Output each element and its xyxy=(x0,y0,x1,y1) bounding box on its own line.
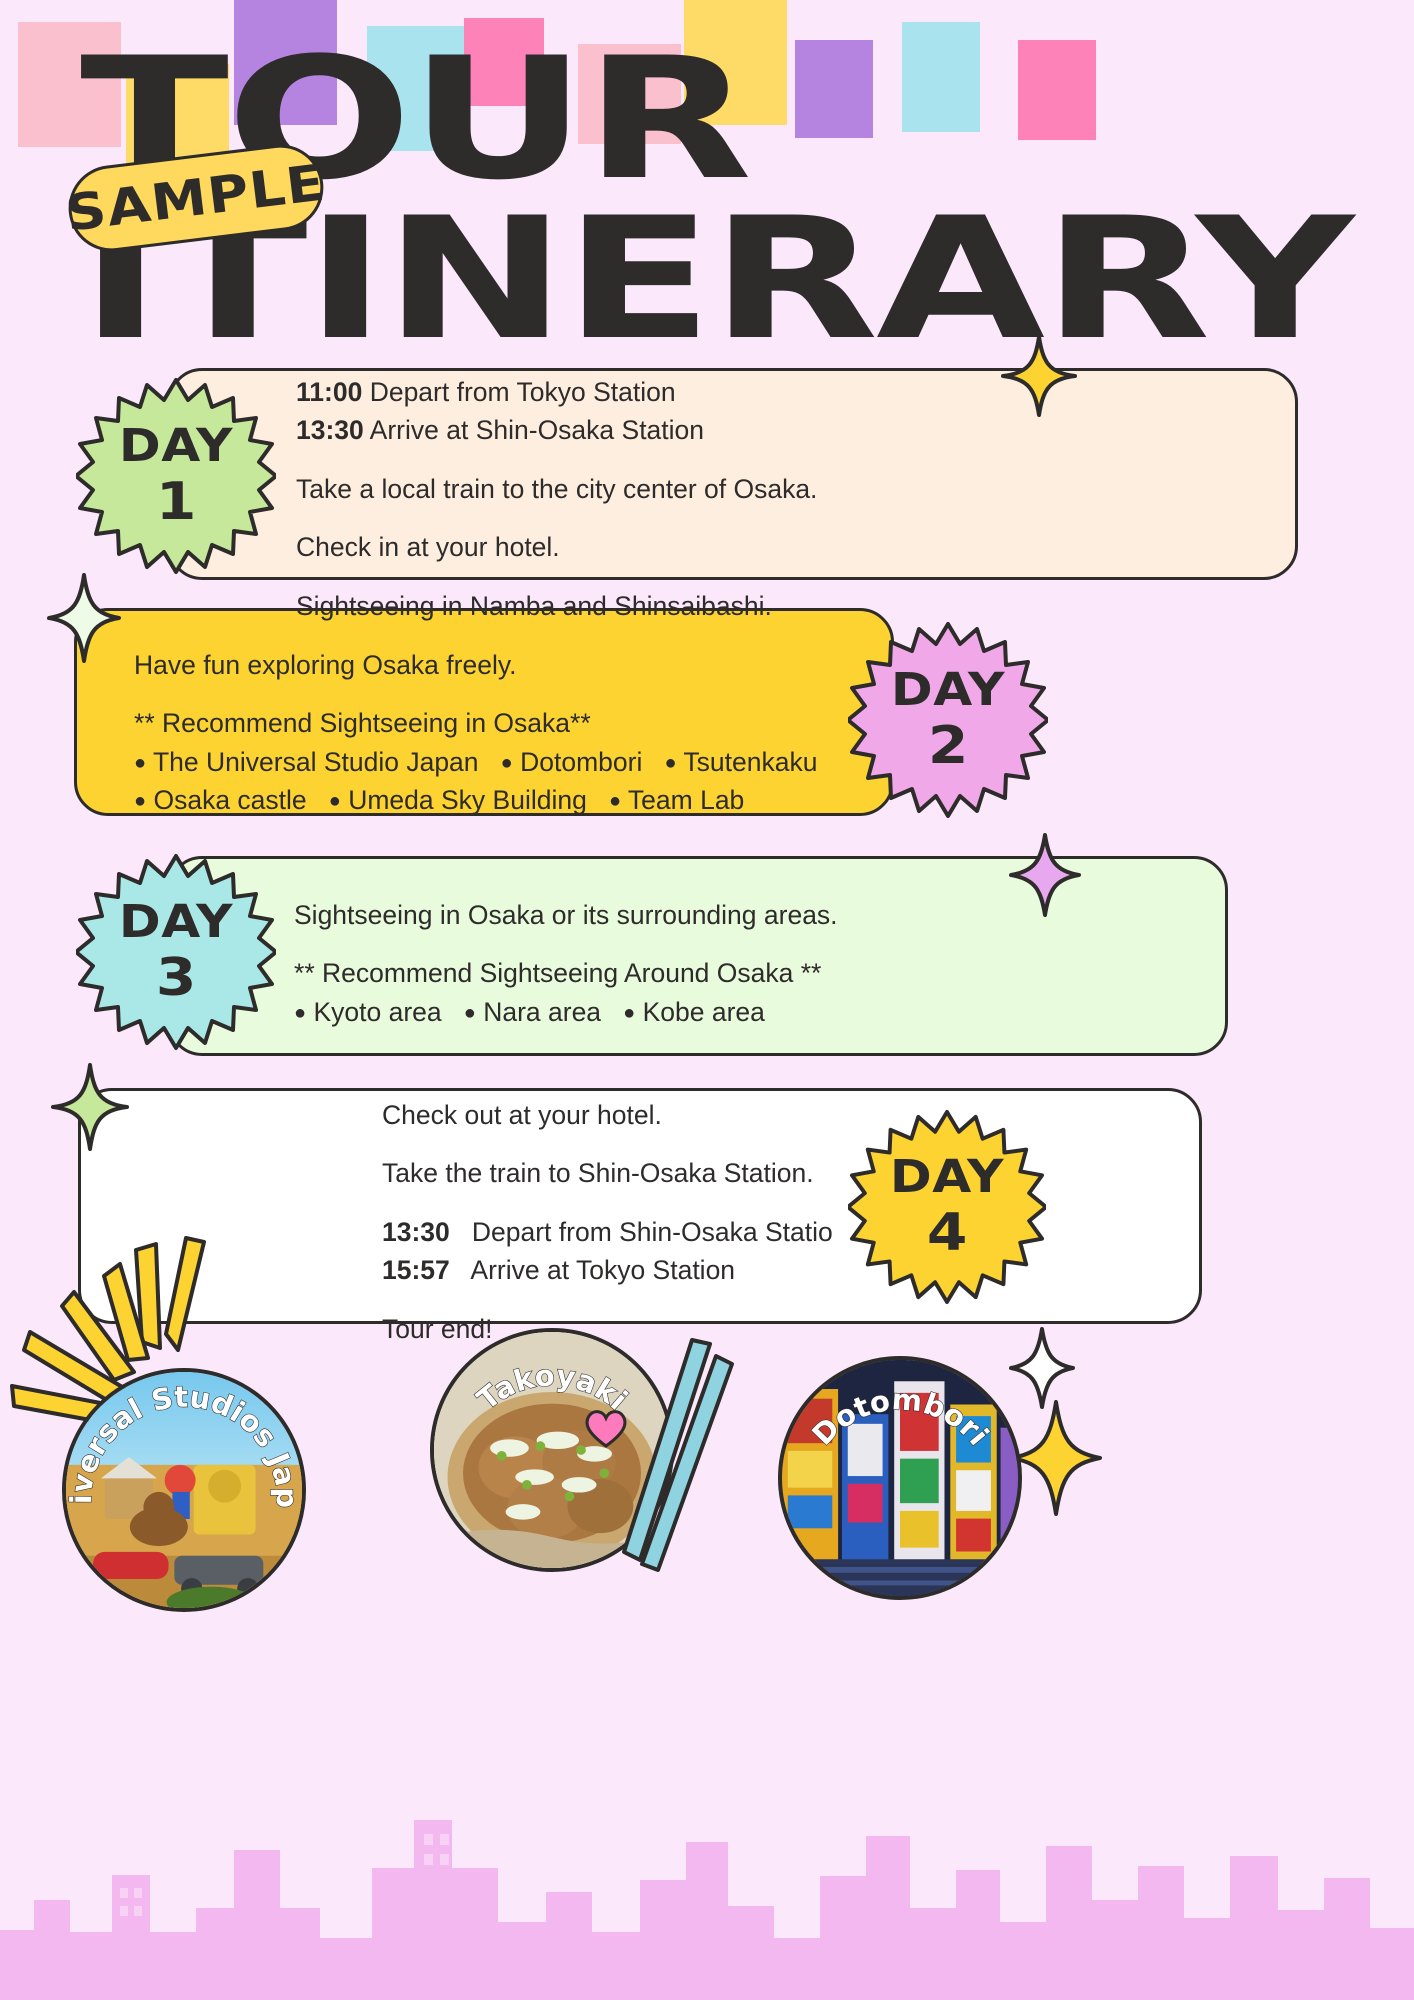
sparkle-icon-6 xyxy=(1010,1400,1102,1516)
burst-rays xyxy=(10,1236,206,1426)
bullet-icon: ● xyxy=(134,751,147,774)
day-4-desc-3: Depart from Shin-Osaka Statio xyxy=(449,1216,833,1247)
day-1-badge: DAY 1 xyxy=(76,376,276,576)
day-4-badge: DAY 4 xyxy=(848,1108,1046,1306)
title-line-2: ITINERARY xyxy=(80,181,1354,378)
day-1-badge-number: 1 xyxy=(155,471,197,532)
confetti-bar-3 xyxy=(234,0,337,125)
day-3-intro: Sightseeing in Osaka or its surrounding … xyxy=(294,900,838,930)
day-2-recommend-row-2: ● Osaka castle ● Umeda Sky Building ● Te… xyxy=(134,783,894,817)
confetti-bar-5 xyxy=(464,18,544,106)
day-4-desc-2: Take the train to Shin-Osaka Station. xyxy=(382,1158,814,1189)
day-2-item-6: Team Lab xyxy=(627,785,745,816)
day-3-item-1: Kyoto area xyxy=(313,996,442,1027)
photo-usj-image xyxy=(66,1372,302,1608)
bullet-icon: ● xyxy=(623,1001,636,1024)
city-skyline xyxy=(0,1820,1414,2000)
confetti-bar-7 xyxy=(684,0,787,125)
day-4-time-1: 13:30 xyxy=(382,1216,450,1247)
confetti-bar-8 xyxy=(795,40,873,138)
sparkle-icon-3 xyxy=(1009,833,1081,917)
day-1-desc-3: Take a local train to the city center of… xyxy=(296,473,818,504)
bullet-icon: ● xyxy=(294,1001,307,1024)
day-3-recommend-heading: ** Recommend Sightseeing Around Osaka ** xyxy=(294,958,822,989)
bullet-icon: ● xyxy=(328,790,341,813)
day-4-badge-number: 4 xyxy=(926,1202,968,1263)
day-1-desc-4: Check in at your hotel. xyxy=(296,532,560,563)
confetti-bar-10 xyxy=(1018,40,1096,140)
day-2-intro: Have fun exploring Osaka freely. xyxy=(134,650,517,680)
day-4-badge-day: DAY xyxy=(889,1149,1005,1203)
day-1-time-2: 13:30 xyxy=(296,415,364,446)
day-2-item-3: Tsutenkaku xyxy=(683,746,818,777)
day-2-recommend-heading: ** Recommend Sightseeing in Osaka** xyxy=(134,708,591,739)
day-3-recommend-row-1: ● Kyoto area ● Nara area ● Kobe area xyxy=(294,995,1214,1029)
sparkle-icon-5 xyxy=(1009,1327,1075,1409)
day-2-item-4: Osaka castle xyxy=(153,785,307,816)
day-1-text: 11:00 Depart from Tokyo Station 13:30 Ar… xyxy=(296,375,1276,623)
bullet-icon: ● xyxy=(463,1001,476,1024)
confetti-bar-6 xyxy=(578,44,681,144)
bullet-icon: ● xyxy=(664,751,677,774)
day-3-text: Sightseeing in Osaka or its surrounding … xyxy=(294,898,1214,1029)
day-4-desc-4: Arrive at Tokyo Station xyxy=(449,1255,736,1286)
day-1-card xyxy=(168,368,1298,580)
day-3-badge-day: DAY xyxy=(118,894,234,948)
day-4-time-2: 15:57 xyxy=(382,1255,450,1286)
day-1-time-1: 11:00 xyxy=(296,377,363,407)
day-2-item-5: Umeda Sky Building xyxy=(348,785,587,816)
sparkle-icon-2 xyxy=(1001,335,1077,417)
bullet-icon: ● xyxy=(608,790,622,813)
day-4-text: Check out at your hotel. Take the train … xyxy=(382,1098,1202,1346)
confetti-bar-4 xyxy=(367,26,470,151)
confetti-bars xyxy=(0,0,1414,189)
day-3-item-2: Nara area xyxy=(483,996,602,1027)
sparkle-icon-4 xyxy=(51,1063,129,1151)
bullet-icon: ● xyxy=(500,751,513,774)
day-1-desc-5: Sightseeing in Namba and Shinsaibashi. xyxy=(296,590,772,621)
chopsticks-icon xyxy=(622,1338,734,1572)
heart-icon xyxy=(585,1410,627,1448)
day-1-badge-day: DAY xyxy=(118,418,234,472)
day-2-badge-number: 2 xyxy=(927,715,969,776)
photo-dotombori-image xyxy=(782,1360,1018,1596)
photo-dotombori: Dotombori xyxy=(778,1356,1022,1600)
sample-badge-label: SAMPLE xyxy=(62,153,330,243)
day-2-badge: DAY 2 xyxy=(848,620,1048,820)
day-3-badge-number: 3 xyxy=(155,947,197,1008)
day-4-desc-1: Check out at your hotel. xyxy=(382,1100,662,1130)
photo-usj: Universal Studios Japan xyxy=(62,1368,306,1612)
day-3-item-3: Kobe area xyxy=(642,996,765,1027)
confetti-bar-1 xyxy=(18,22,121,147)
confetti-bar-9 xyxy=(902,22,980,132)
day-2-text: Have fun exploring Osaka freely. ** Reco… xyxy=(134,648,894,818)
day-2-card xyxy=(74,608,894,816)
bullet-icon: ● xyxy=(134,790,147,813)
day-2-item-1: The Universal Studio Japan xyxy=(152,746,479,777)
sparkle-icon-1 xyxy=(47,573,121,663)
day-3-badge: DAY 3 xyxy=(76,852,276,1052)
day-2-badge-day: DAY xyxy=(890,662,1006,716)
day-2-recommend-row-1: ● The Universal Studio Japan ● Dotombori… xyxy=(134,745,894,779)
day-1-desc-1: Depart from Tokyo Station xyxy=(362,377,676,407)
day-1-desc-2: Arrive at Shin-Osaka Station xyxy=(363,415,705,446)
day-2-item-2: Dotombori xyxy=(520,746,643,777)
